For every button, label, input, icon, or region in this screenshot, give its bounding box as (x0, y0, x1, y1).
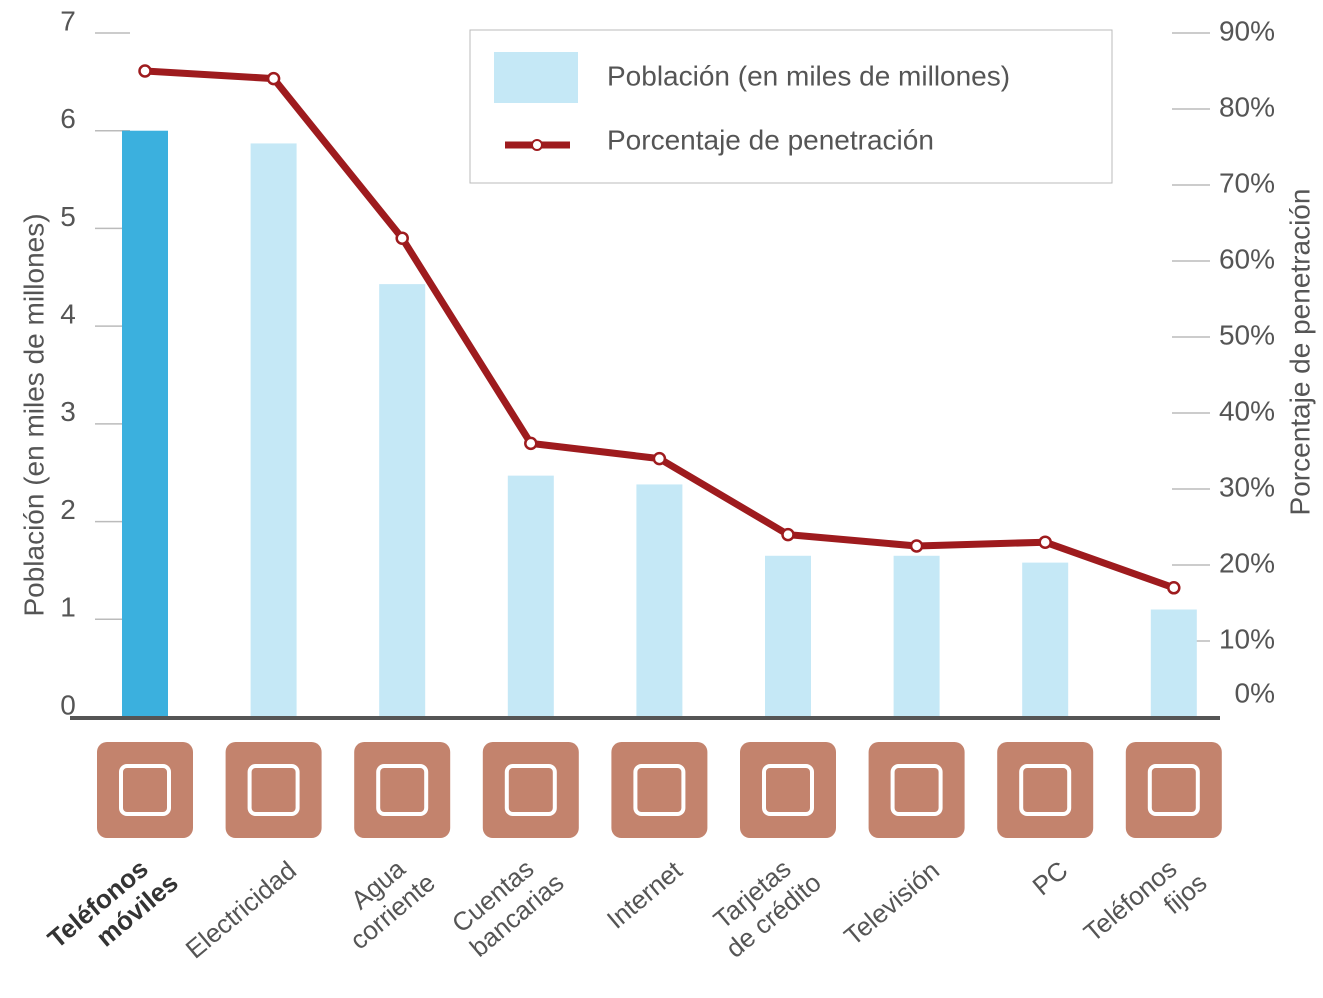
x-tick-label: Electricidad (180, 855, 302, 964)
y2-tick-label: 10% (1219, 623, 1275, 654)
x-tick-label: Teléfonosmóviles (42, 844, 184, 977)
bar (1022, 562, 1069, 717)
y2-tick-label: 60% (1219, 243, 1275, 274)
y-axis-title: Población (en miles de millones) (18, 213, 49, 616)
y2-tick-label: 30% (1219, 471, 1275, 502)
line-marker (1038, 535, 1052, 549)
icon-glyph (1147, 764, 1200, 816)
line-marker (395, 231, 409, 245)
line-marker (781, 527, 795, 542)
icon-box (354, 742, 451, 838)
y2-tick-label: 0% (1235, 677, 1275, 708)
y-tick-label: 0 (60, 689, 76, 720)
x-tick-label-line: PC (1027, 855, 1074, 901)
icon-glyph (376, 764, 429, 816)
x-tick-label: Internet (601, 854, 688, 934)
x-tick-label-line: Televisión (838, 855, 945, 951)
x-tick-label: Tarjetasde crédito (701, 844, 827, 963)
x-tick-label: Cuentasbancarias (444, 844, 569, 962)
bar (1150, 609, 1197, 717)
icon-glyph (762, 764, 814, 816)
line-marker (524, 436, 538, 451)
category-icon (482, 742, 579, 838)
x-tick-label: Televisión (838, 855, 945, 951)
y-tick-label: 6 (60, 103, 76, 134)
icon-glyph (633, 764, 686, 816)
line-marker (909, 539, 924, 553)
line-marker (1167, 581, 1181, 595)
icon-glyph (1019, 764, 1072, 816)
icon-box (997, 742, 1094, 838)
y-tick-label: 3 (60, 396, 76, 427)
icon-glyph (504, 764, 557, 816)
icon-box (1125, 742, 1222, 838)
category-icon (611, 742, 708, 838)
x-tick-label: Teléfonosfijos (1078, 844, 1213, 971)
category-icon (1125, 742, 1222, 838)
category-icon (354, 742, 451, 838)
x-tick-label: Aguacorriente (325, 844, 441, 955)
legend-marker (531, 139, 543, 151)
y-tick-label: 1 (60, 592, 76, 623)
legend-label: Porcentaje de penetración (607, 124, 934, 155)
bar (122, 130, 168, 717)
icon-glyph (119, 764, 171, 816)
y2-tick-label: 80% (1219, 91, 1275, 122)
category-icon (225, 742, 322, 838)
category-icon (740, 742, 836, 838)
y-tick-label: 2 (60, 494, 76, 525)
category-icon (97, 742, 193, 838)
y2-tick-label: 70% (1219, 167, 1275, 198)
icon-box (611, 742, 708, 838)
icon-glyph (890, 764, 943, 816)
bar (765, 555, 811, 717)
y-tick-label: 5 (60, 201, 76, 232)
line-marker (652, 451, 667, 466)
icon-glyph (247, 764, 300, 816)
line-marker (266, 71, 281, 86)
legend: Población (en miles de millones) Porcent… (469, 29, 1113, 184)
y2-tick-label: 50% (1219, 319, 1275, 350)
category-icon (868, 742, 965, 838)
legend-swatch (494, 52, 578, 103)
x-tick-label: PC (1027, 855, 1074, 901)
icon-box (97, 742, 193, 838)
x-tick-label-line: Internet (601, 854, 688, 934)
bar (636, 484, 683, 717)
icon-box (482, 742, 579, 838)
x-tick-label-line: Electricidad (180, 855, 302, 964)
icon-box (868, 742, 965, 838)
y2-axis-title: Porcentaje de penetración (1284, 189, 1315, 516)
legend-label: Población (en miles de millones) (607, 60, 1010, 91)
y-tick-label: 7 (60, 5, 76, 36)
icon-box (740, 742, 836, 838)
bar (250, 143, 297, 718)
y2-tick-label: 40% (1219, 395, 1275, 426)
bar (379, 284, 426, 717)
bar (507, 475, 554, 717)
y2-tick-label: 20% (1219, 547, 1275, 578)
y2-tick-label: 90% (1219, 15, 1275, 46)
bar (893, 555, 940, 717)
line-marker (138, 64, 152, 78)
category-icon (997, 742, 1094, 838)
icon-box (225, 742, 322, 838)
y-tick-label: 4 (60, 299, 76, 330)
